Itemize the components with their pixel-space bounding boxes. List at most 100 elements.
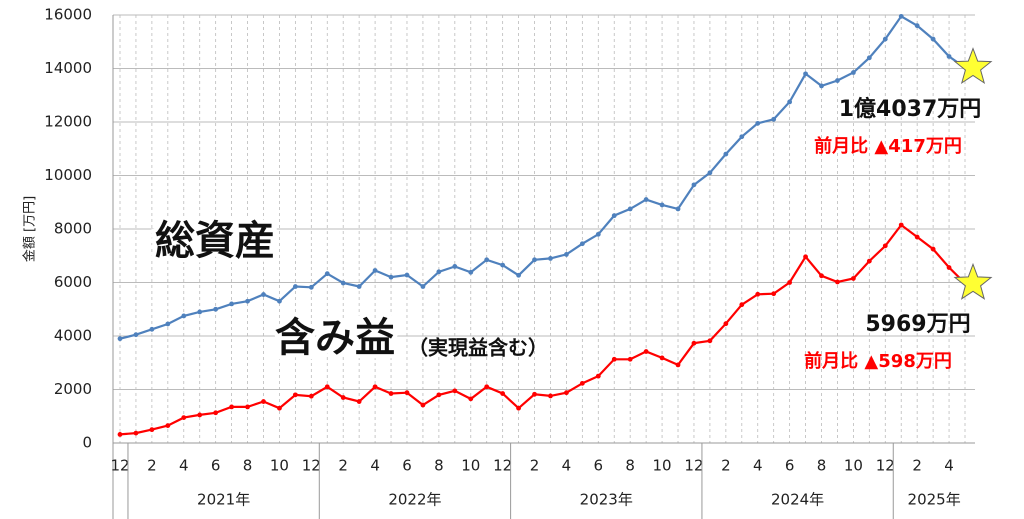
x-tick-label: 2 — [912, 457, 922, 475]
point — [532, 257, 537, 263]
point — [229, 301, 235, 307]
point — [659, 202, 665, 208]
point — [117, 336, 123, 342]
point — [627, 356, 633, 362]
point — [245, 404, 250, 410]
point — [516, 272, 521, 278]
point — [277, 298, 282, 304]
y-tick-label: 10000 — [44, 166, 92, 184]
point — [324, 384, 330, 390]
point — [850, 276, 856, 281]
point — [946, 54, 952, 59]
series-line — [119, 223, 966, 436]
point — [707, 338, 713, 344]
annotation: （実現益含む） — [408, 336, 548, 360]
point — [755, 120, 761, 126]
x-tick-label: 10 — [653, 457, 672, 475]
point — [723, 151, 729, 157]
end-star — [953, 47, 993, 85]
point — [308, 284, 314, 290]
point — [340, 395, 346, 400]
point — [739, 302, 745, 308]
annotation: 1億4037万円 — [839, 96, 982, 122]
y-tick-label: 16000 — [44, 6, 92, 24]
point — [946, 265, 952, 270]
x-tick-label: 8 — [434, 457, 444, 475]
y-tick-label: 4000 — [54, 327, 92, 345]
x-tick-label: 2 — [530, 457, 540, 475]
point — [165, 321, 171, 327]
x-tick-label: 12 — [302, 457, 321, 475]
point — [819, 273, 824, 279]
year-label: 2024年 — [771, 491, 824, 509]
point — [579, 241, 585, 247]
point — [803, 254, 808, 260]
point — [627, 206, 633, 212]
x-tick-label: 10 — [844, 457, 863, 475]
point — [133, 332, 139, 338]
x-tick-label: 10 — [270, 457, 289, 475]
point — [548, 393, 553, 399]
point — [595, 231, 601, 237]
point — [388, 274, 394, 280]
point — [372, 384, 378, 390]
point — [850, 70, 856, 75]
point — [675, 362, 681, 368]
x-tick-label: 6 — [211, 457, 221, 475]
point — [165, 423, 171, 429]
x-tick-label: 12 — [493, 457, 512, 475]
x-tick-label: 2 — [338, 457, 348, 475]
point — [404, 272, 410, 278]
point — [691, 340, 697, 346]
point — [340, 280, 346, 286]
point — [500, 391, 506, 396]
y-tick-label: 12000 — [44, 113, 92, 131]
x-tick-label: 6 — [594, 457, 604, 475]
year-label: 2023年 — [580, 491, 633, 509]
x-tick-label: 4 — [562, 457, 572, 475]
point — [292, 284, 298, 289]
point — [388, 391, 394, 396]
point — [181, 313, 187, 319]
point — [436, 392, 442, 398]
annotation: 前月比 ▲417万円 — [814, 135, 962, 157]
point — [835, 78, 840, 83]
point — [468, 396, 474, 402]
y-axis-label: 金額 [万円] — [22, 196, 38, 262]
end-star — [953, 262, 993, 300]
point — [914, 234, 920, 240]
year-label: 2021年 — [197, 491, 250, 509]
point — [548, 256, 553, 261]
point — [595, 373, 601, 379]
point — [277, 405, 282, 411]
point — [420, 284, 426, 289]
x-tick-label: 8 — [625, 457, 635, 475]
point — [308, 393, 314, 399]
y-tick-label: 14000 — [44, 59, 92, 77]
annotation: 前月比 ▲598万円 — [804, 350, 952, 372]
series-label: 含み益 — [275, 315, 395, 361]
x-tick-label: 6 — [785, 457, 795, 475]
point — [787, 99, 793, 105]
point — [149, 326, 155, 332]
point — [819, 83, 824, 89]
point — [787, 280, 793, 285]
point — [181, 415, 187, 420]
point — [611, 356, 617, 362]
point — [882, 36, 888, 42]
point — [691, 182, 697, 188]
point — [643, 349, 649, 354]
point — [803, 71, 808, 77]
point — [404, 390, 410, 396]
point — [452, 264, 458, 269]
point — [564, 390, 569, 396]
point — [707, 170, 713, 176]
point — [324, 271, 330, 277]
y-tick-label: 0 — [82, 434, 92, 452]
series-line — [119, 14, 966, 340]
point — [149, 427, 155, 433]
x-tick-label: 8 — [243, 457, 253, 475]
point — [133, 430, 139, 436]
point — [611, 213, 617, 219]
x-tick-label: 8 — [817, 457, 827, 475]
